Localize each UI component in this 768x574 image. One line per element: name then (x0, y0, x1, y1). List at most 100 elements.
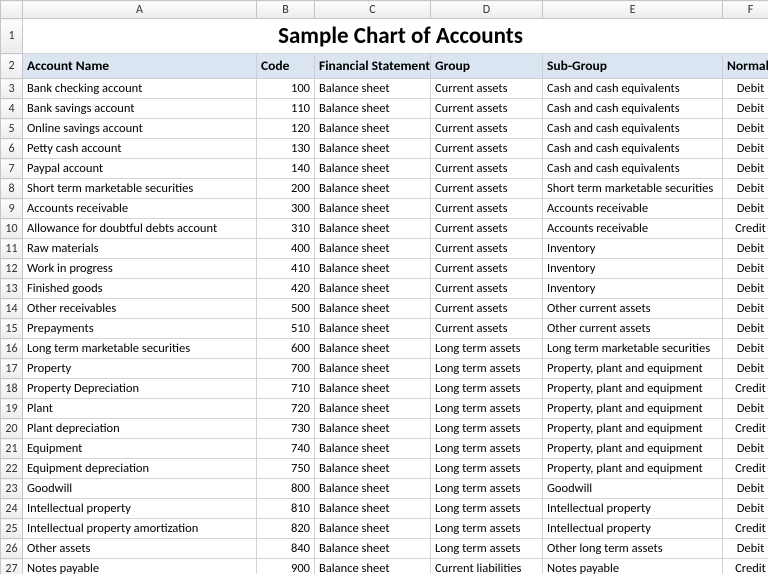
hdr-sub-group[interactable]: Sub-Group (543, 54, 723, 79)
row-header-23[interactable]: 23 (1, 479, 23, 499)
cell-financial-statement[interactable]: Balance sheet (315, 259, 431, 279)
cell-group[interactable]: Long term assets (431, 359, 543, 379)
cell-financial-statement[interactable]: Balance sheet (315, 399, 431, 419)
cell-group[interactable]: Current assets (431, 259, 543, 279)
cell-sub-group[interactable]: Inventory (543, 239, 723, 259)
hdr-group[interactable]: Group (431, 54, 543, 79)
row-header-6[interactable]: 6 (1, 139, 23, 159)
cell-group[interactable]: Current assets (431, 319, 543, 339)
cell-group[interactable]: Current assets (431, 99, 543, 119)
row-header-16[interactable]: 16 (1, 339, 23, 359)
cell-normally[interactable]: Credit (723, 419, 768, 439)
cell-account-name[interactable]: Finished goods (23, 279, 257, 299)
cell-group[interactable]: Long term assets (431, 459, 543, 479)
cell-financial-statement[interactable]: Balance sheet (315, 479, 431, 499)
cell-normally[interactable]: Debit (723, 339, 768, 359)
row-header-15[interactable]: 15 (1, 319, 23, 339)
cell-account-name[interactable]: Paypal account (23, 159, 257, 179)
cell-financial-statement[interactable]: Balance sheet (315, 359, 431, 379)
cell-account-name[interactable]: Goodwill (23, 479, 257, 499)
cell-group[interactable]: Current assets (431, 139, 543, 159)
cell-financial-statement[interactable]: Balance sheet (315, 299, 431, 319)
cell-normally[interactable]: Debit (723, 139, 768, 159)
col-header-B[interactable]: B (257, 1, 315, 19)
cell-account-name[interactable]: Accounts receivable (23, 199, 257, 219)
cell-financial-statement[interactable]: Balance sheet (315, 239, 431, 259)
cell-financial-statement[interactable]: Balance sheet (315, 459, 431, 479)
cell-financial-statement[interactable]: Balance sheet (315, 139, 431, 159)
cell-code[interactable]: 720 (257, 399, 315, 419)
cell-account-name[interactable]: Plant depreciation (23, 419, 257, 439)
cell-account-name[interactable]: Property Depreciation (23, 379, 257, 399)
cell-financial-statement[interactable]: Balance sheet (315, 439, 431, 459)
cell-sub-group[interactable]: Inventory (543, 279, 723, 299)
row-header-20[interactable]: 20 (1, 419, 23, 439)
col-header-A[interactable]: A (23, 1, 257, 19)
cell-code[interactable]: 310 (257, 219, 315, 239)
cell-sub-group[interactable]: Other long term assets (543, 539, 723, 559)
cell-code[interactable]: 730 (257, 419, 315, 439)
cell-account-name[interactable]: Long term marketable securities (23, 339, 257, 359)
cell-sub-group[interactable]: Cash and cash equivalents (543, 119, 723, 139)
cell-account-name[interactable]: Allowance for doubtful debts account (23, 219, 257, 239)
cell-sub-group[interactable]: Intellectual property (543, 519, 723, 539)
cell-group[interactable]: Current assets (431, 159, 543, 179)
cell-normally[interactable]: Debit (723, 499, 768, 519)
row-header-9[interactable]: 9 (1, 199, 23, 219)
cell-sub-group[interactable]: Notes payable (543, 559, 723, 574)
col-header-D[interactable]: D (431, 1, 543, 19)
cell-normally[interactable]: Credit (723, 519, 768, 539)
cell-sub-group[interactable]: Intellectual property (543, 499, 723, 519)
cell-sub-group[interactable]: Property, plant and equipment (543, 399, 723, 419)
cell-code[interactable]: 300 (257, 199, 315, 219)
cell-sub-group[interactable]: Property, plant and equipment (543, 379, 723, 399)
row-header-12[interactable]: 12 (1, 259, 23, 279)
cell-code[interactable]: 750 (257, 459, 315, 479)
cell-code[interactable]: 100 (257, 79, 315, 99)
cell-code[interactable]: 820 (257, 519, 315, 539)
cell-account-name[interactable]: Raw materials (23, 239, 257, 259)
cell-code[interactable]: 500 (257, 299, 315, 319)
cell-account-name[interactable]: Plant (23, 399, 257, 419)
cell-sub-group[interactable]: Property, plant and equipment (543, 439, 723, 459)
cell-financial-statement[interactable]: Balance sheet (315, 559, 431, 574)
spreadsheet[interactable]: A B C D E F 1 Sample Chart of Accounts 2… (0, 0, 768, 574)
row-header-14[interactable]: 14 (1, 299, 23, 319)
cell-normally[interactable]: Debit (723, 299, 768, 319)
title-cell[interactable]: Sample Chart of Accounts (23, 19, 768, 54)
cell-code[interactable]: 120 (257, 119, 315, 139)
cell-account-name[interactable]: Other receivables (23, 299, 257, 319)
col-header-C[interactable]: C (315, 1, 431, 19)
cell-sub-group[interactable]: Property, plant and equipment (543, 419, 723, 439)
row-header-22[interactable]: 22 (1, 459, 23, 479)
cell-group[interactable]: Long term assets (431, 499, 543, 519)
cell-group[interactable]: Long term assets (431, 539, 543, 559)
cell-account-name[interactable]: Intellectual property (23, 499, 257, 519)
cell-sub-group[interactable]: Cash and cash equivalents (543, 79, 723, 99)
cell-normally[interactable]: Debit (723, 179, 768, 199)
cell-group[interactable]: Current assets (431, 199, 543, 219)
row-header-2[interactable]: 2 (1, 54, 23, 79)
cell-normally[interactable]: Debit (723, 119, 768, 139)
cell-financial-statement[interactable]: Balance sheet (315, 379, 431, 399)
cell-account-name[interactable]: Work in progress (23, 259, 257, 279)
cell-account-name[interactable]: Notes payable (23, 559, 257, 574)
cell-normally[interactable]: Debit (723, 399, 768, 419)
cell-code[interactable]: 130 (257, 139, 315, 159)
cell-code[interactable]: 800 (257, 479, 315, 499)
cell-normally[interactable]: Debit (723, 439, 768, 459)
row-header-25[interactable]: 25 (1, 519, 23, 539)
cell-sub-group[interactable]: Inventory (543, 259, 723, 279)
row-header-4[interactable]: 4 (1, 99, 23, 119)
hdr-normally[interactable]: Normally (723, 54, 768, 79)
row-header-27[interactable]: 27 (1, 559, 23, 574)
cell-normally[interactable]: Debit (723, 279, 768, 299)
cell-code[interactable]: 900 (257, 559, 315, 574)
row-header-18[interactable]: 18 (1, 379, 23, 399)
cell-financial-statement[interactable]: Balance sheet (315, 99, 431, 119)
cell-sub-group[interactable]: Accounts receivable (543, 219, 723, 239)
cell-code[interactable]: 840 (257, 539, 315, 559)
cell-group[interactable]: Current assets (431, 179, 543, 199)
cell-financial-statement[interactable]: Balance sheet (315, 499, 431, 519)
cell-normally[interactable]: Debit (723, 359, 768, 379)
